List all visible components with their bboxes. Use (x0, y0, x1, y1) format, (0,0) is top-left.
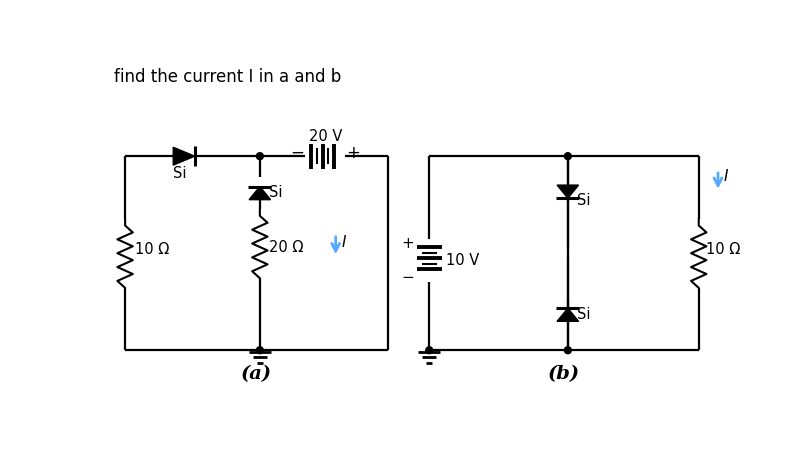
Text: Si: Si (577, 193, 590, 207)
Polygon shape (557, 185, 578, 198)
Text: $I$: $I$ (341, 234, 347, 250)
Text: find the current I in a and b: find the current I in a and b (114, 68, 341, 86)
Text: Si: Si (269, 185, 282, 200)
Text: Si: Si (173, 166, 186, 181)
Circle shape (256, 153, 263, 160)
Text: −: − (402, 270, 414, 285)
Text: (a): (a) (242, 366, 272, 384)
Polygon shape (174, 147, 194, 165)
Circle shape (256, 347, 263, 354)
Text: 10 V: 10 V (446, 254, 479, 268)
Text: 10 Ω: 10 Ω (135, 242, 170, 257)
Text: +: + (402, 236, 414, 251)
Text: Si: Si (577, 307, 590, 321)
Text: 20 Ω: 20 Ω (269, 240, 303, 255)
Polygon shape (557, 308, 578, 321)
Circle shape (426, 347, 433, 354)
Text: 20 V: 20 V (309, 129, 342, 144)
Circle shape (564, 153, 571, 160)
Polygon shape (249, 187, 270, 200)
Text: −: − (290, 144, 305, 162)
Text: 10 Ω: 10 Ω (706, 242, 741, 257)
Text: +: + (346, 144, 360, 162)
Text: (b): (b) (548, 366, 580, 384)
Circle shape (564, 347, 571, 354)
Text: $I$: $I$ (722, 168, 729, 184)
